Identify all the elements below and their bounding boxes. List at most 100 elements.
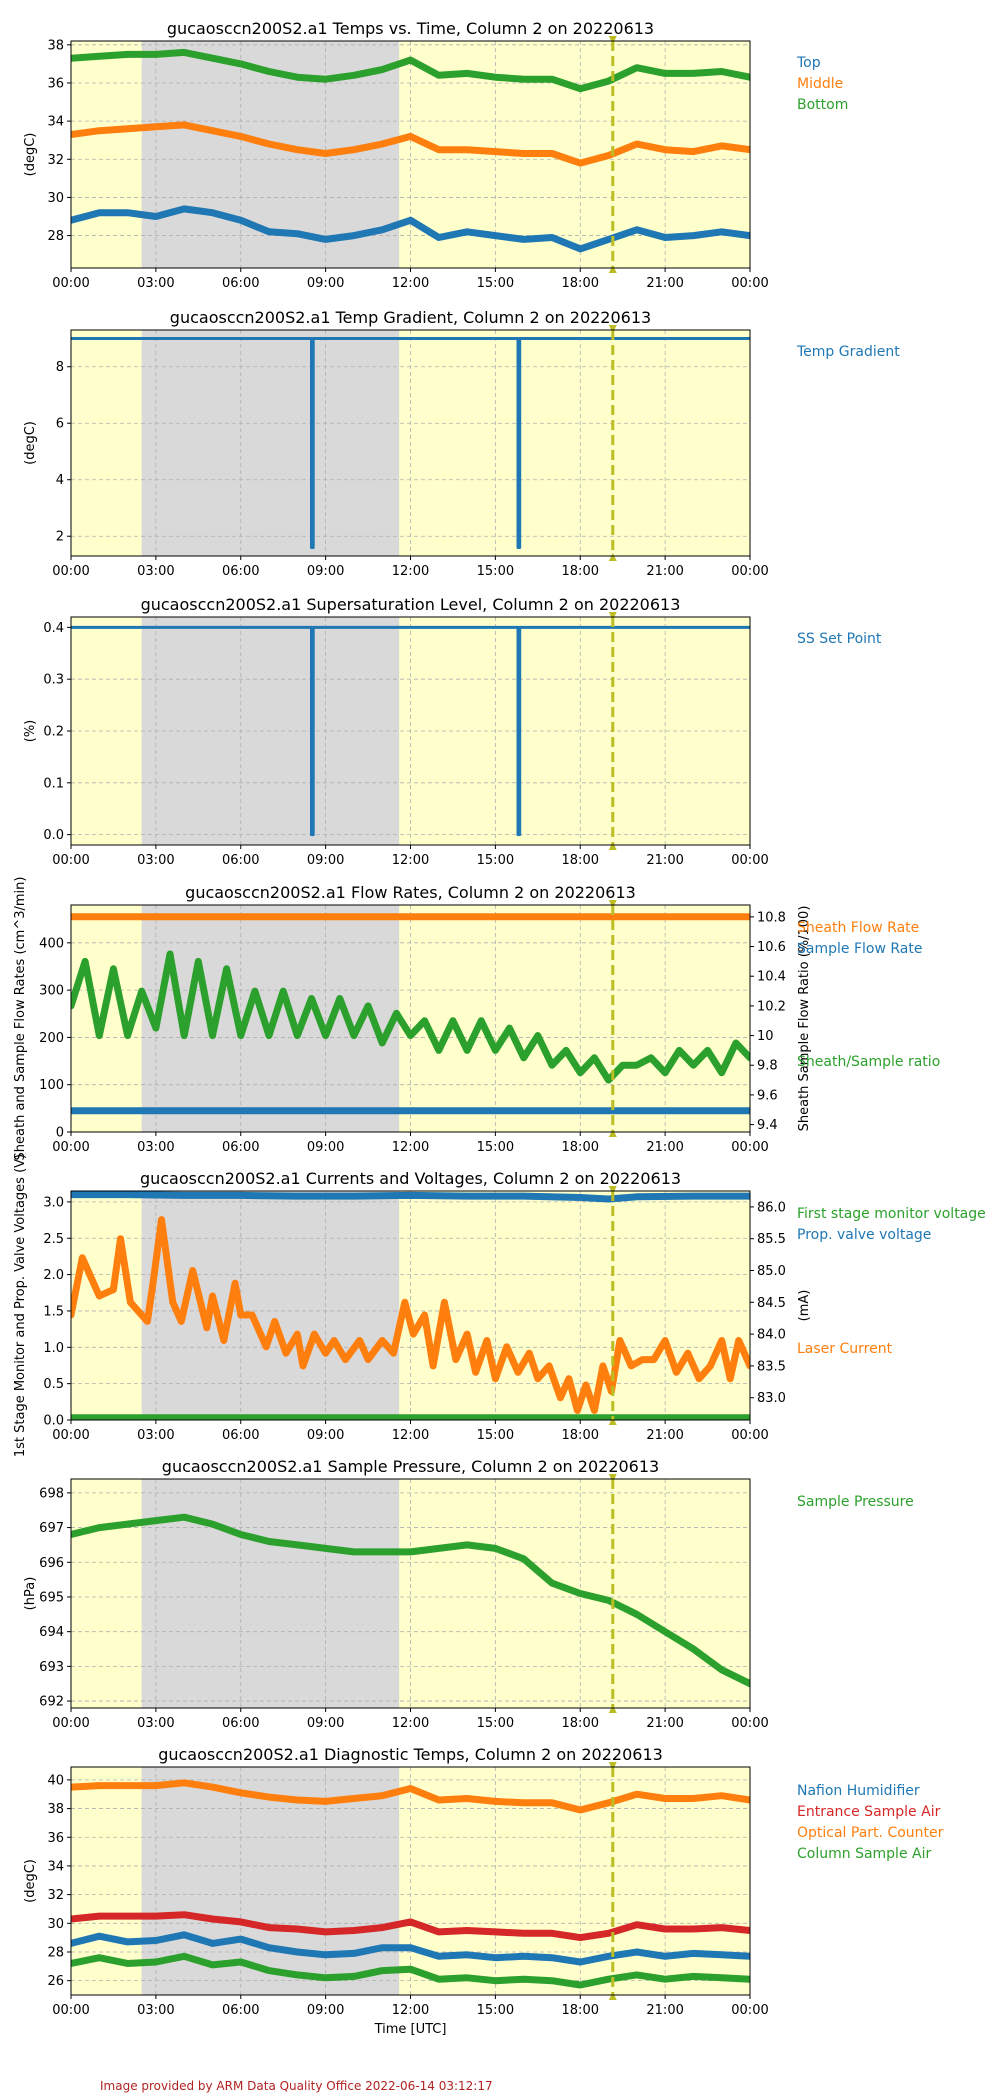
x-tick-label: 15:00 [477, 564, 514, 579]
legend-sheath-sample-ratio: Sheath/Sample ratio [797, 1054, 940, 1070]
legend-top: Top [796, 55, 821, 71]
y-right-tick-label: 10.6 [757, 940, 786, 955]
marker-triangle-top [608, 325, 617, 333]
y-right-tick-label: 10.8 [757, 910, 786, 925]
x-tick-label: 12:00 [392, 1428, 429, 1443]
legend-laser-current: Laser Current [797, 1341, 893, 1357]
y-tick-label: 100 [39, 1078, 64, 1093]
chart-flows: 0 100 200 300 400 9.4 9.6 9.8 10 10.2 10.4 10.6 10.8… [13, 877, 940, 1161]
y-tick-label: 1.5 [43, 1304, 64, 1319]
marker-triangle-top [608, 900, 617, 908]
legend-bottom: Bottom [797, 97, 848, 113]
chart-title: gucaosccn200S2.a1 Supersaturation Level,… [141, 595, 681, 614]
legend-column-sample-air: Column Sample Air [797, 1846, 931, 1862]
y-tick-label: 6 [56, 417, 64, 432]
y-tick-label: 28 [47, 229, 64, 244]
marker-triangle-top [608, 1762, 617, 1770]
y-tick-label: 0 [56, 1126, 64, 1141]
y-tick-label: 695 [39, 1590, 64, 1605]
y-right-axis-label: Sheath Sample Flow Ratio (%/100) [797, 906, 812, 1132]
x-tick-label: 03:00 [137, 1716, 174, 1731]
series-line-column-sample-air [71, 1952, 750, 1989]
y-tick-label: 0.1 [43, 776, 64, 791]
series-group [71, 1513, 750, 1688]
series-group [71, 625, 750, 837]
y-tick-label: 8 [56, 360, 64, 375]
x-tick-label: 15:00 [477, 1428, 514, 1443]
y-right-tick-label: 9.6 [757, 1088, 778, 1103]
footer-credit: Image provided by ARM Data Quality Offic… [100, 2079, 493, 2093]
x-tick-label: 00:00 [52, 1716, 89, 1731]
marker-triangle-bottom [608, 1417, 617, 1425]
x-tick-label: 03:00 [137, 853, 174, 868]
x-tick-label: 18:00 [562, 1716, 599, 1731]
chart-title: gucaosccn200S2.a1 Sample Pressure, Colum… [162, 1457, 659, 1476]
y-tick-label: 200 [39, 1031, 64, 1046]
x-tick-label: 00:00 [52, 2003, 89, 2018]
legend-entrance-sample-air: Entrance Sample Air [797, 1804, 941, 1820]
night-shading [141, 1191, 400, 1420]
y-tick-label: 34 [47, 1859, 64, 1874]
series-line-nafion-humidifier [71, 1931, 750, 1966]
series-line-middle [71, 121, 750, 167]
y-right-tick-label: 85.0 [757, 1264, 786, 1279]
x-tick-label: 15:00 [477, 853, 514, 868]
x-tick-label: 00:00 [731, 2003, 768, 2018]
y-axis-label: (degC) [23, 1859, 38, 1903]
y-axis-label: (degC) [23, 421, 38, 465]
series-group [71, 48, 750, 253]
x-tick-label: 09:00 [307, 2003, 344, 2018]
y-tick-label: 32 [47, 1888, 64, 1903]
x-tick-label: 18:00 [562, 853, 599, 868]
x-tick-label: 18:00 [562, 1140, 599, 1155]
y-tick-label: 3.0 [43, 1195, 64, 1210]
y-tick-label: 697 [39, 1521, 64, 1536]
marker-triangle-bottom [608, 265, 617, 273]
x-tick-label: 18:00 [562, 2003, 599, 2018]
legend-nafion-humidifier: Nafion Humidifier [797, 1783, 920, 1799]
series-line-prop-valve-voltage [71, 1191, 750, 1203]
x-tick-label: 21:00 [646, 2003, 683, 2018]
x-tick-label: 18:00 [562, 564, 599, 579]
y-tick-label: 40 [47, 1773, 64, 1788]
x-tick-label: 00:00 [731, 853, 768, 868]
x-tick-label: 03:00 [137, 1140, 174, 1155]
x-tick-label: 12:00 [392, 853, 429, 868]
y-right-tick-label: 10.2 [757, 999, 786, 1014]
legend-prop-valve-voltage: Prop. valve voltage [797, 1227, 931, 1243]
x-tick-label: 03:00 [137, 564, 174, 579]
marker-triangle-bottom [608, 1992, 617, 2000]
x-tick-label: 00:00 [731, 1716, 768, 1731]
y-right-tick-label: 83.0 [757, 1391, 786, 1406]
x-tick-label: 06:00 [222, 853, 259, 868]
y-tick-label: 32 [47, 153, 64, 168]
x-tick-label: 09:00 [307, 1716, 344, 1731]
y-tick-label: 0.0 [43, 1414, 64, 1429]
y-tick-label: 26 [47, 1974, 64, 1989]
y-tick-label: 400 [39, 936, 64, 951]
night-shading [141, 330, 400, 556]
x-tick-label: 03:00 [137, 1428, 174, 1443]
x-tick-label: 06:00 [222, 564, 259, 579]
y-tick-label: 0.2 [43, 725, 64, 740]
x-tick-label: 21:00 [646, 1140, 683, 1155]
y-tick-label: 0.3 [43, 673, 64, 688]
x-tick-label: 06:00 [222, 1428, 259, 1443]
x-axis-label: Time [UTC] [374, 2022, 447, 2037]
x-tick-label: 09:00 [307, 1140, 344, 1155]
chart-title: gucaosccn200S2.a1 Temp Gradient, Column … [170, 308, 651, 327]
chart-title: gucaosccn200S2.a1 Temps vs. Time, Column… [167, 19, 654, 38]
x-tick-label: 21:00 [646, 853, 683, 868]
x-tick-label: 15:00 [477, 1140, 514, 1155]
series-line-temp-gradient [71, 337, 750, 549]
series-line-optical-part-counter [71, 1779, 750, 1814]
series-line-top [71, 205, 750, 253]
y-tick-label: 34 [47, 115, 64, 130]
y-axis-label: Sheath and Sample Flow Rates (cm^3/min) [13, 877, 28, 1161]
marker-triangle-top [608, 612, 617, 620]
chart-title: gucaosccn200S2.a1 Diagnostic Temps, Colu… [158, 1745, 663, 1764]
y-tick-label: 30 [47, 1917, 64, 1932]
series-line-bottom [71, 48, 750, 93]
x-tick-label: 15:00 [477, 2003, 514, 2018]
x-tick-label: 00:00 [731, 1428, 768, 1443]
